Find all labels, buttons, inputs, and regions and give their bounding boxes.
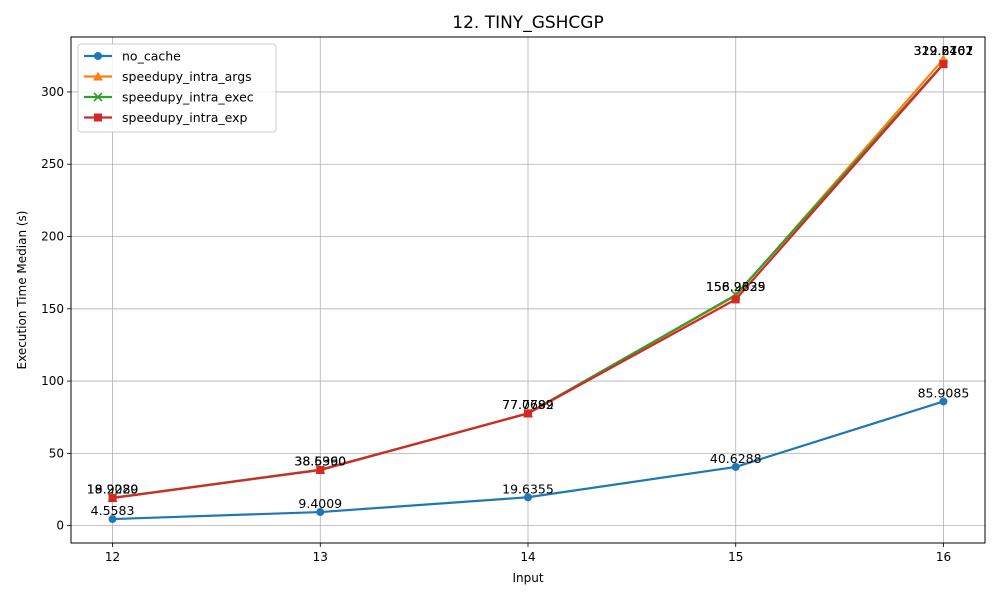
x-tick-label: 15 — [728, 550, 743, 564]
x-tick-label: 13 — [313, 550, 328, 564]
x-tick-label: 16 — [936, 550, 951, 564]
data-label: 158.9325 — [706, 279, 766, 294]
data-point — [731, 295, 740, 304]
data-label: 77.7789 — [502, 397, 554, 412]
legend-item: speedupy_intra_exec — [84, 90, 254, 105]
data-label: 19.2220 — [87, 482, 139, 497]
data-label: 38.6360 — [294, 454, 346, 469]
data-label: 85.9085 — [918, 385, 970, 400]
data-point — [316, 508, 325, 517]
data-point — [108, 515, 117, 524]
y-tick-label: 150 — [41, 302, 64, 316]
data-point — [524, 493, 532, 502]
data-point — [524, 409, 532, 418]
data-point — [316, 465, 325, 474]
y-tick-label: 0 — [56, 519, 64, 533]
marker-stroke — [93, 92, 103, 102]
legend-label: speedupy_intra_args — [122, 69, 252, 84]
data-label: 18.9089 — [87, 482, 139, 497]
data-point — [939, 60, 948, 69]
data-label: 156.2639 — [706, 279, 766, 294]
data-label: 319.8162 — [914, 43, 974, 58]
data-label: 9.4009 — [298, 496, 342, 511]
legend-item: speedupy_intra_exp — [84, 110, 247, 125]
data-labels: 4.5583 9.4009 19.6355 40.6288 85.9085 322.640… — [87, 43, 974, 518]
legend-label: speedupy_intra_exp — [122, 110, 247, 125]
chart-title: 12. TINY_GSHCGP — [452, 13, 603, 33]
data-label: 322.6407 — [914, 43, 974, 58]
y-tick-label: 200 — [41, 230, 64, 244]
legend-label: speedupy_intra_exec — [122, 90, 254, 105]
legend-item: speedupy_intra_args — [84, 69, 252, 84]
x-axis-ticks: 12 13 14 15 16 — [105, 543, 951, 564]
y-tick-label: 250 — [41, 157, 64, 171]
data-label: 40.6288 — [710, 451, 762, 466]
data-label: 77.0692 — [502, 397, 554, 412]
legend-item: no_cache — [84, 49, 181, 64]
y-axis-ticks: 0 50 100 150 200 250 300 — [41, 85, 71, 533]
legend: no_cache speedupy_intra_args speedupy_intr… — [77, 43, 277, 133]
x-tick-label: 14 — [520, 550, 535, 564]
series-speedupy_intra_exp — [108, 60, 948, 503]
series-no_cache — [108, 397, 948, 524]
legend-box — [77, 43, 277, 133]
x-tick-label: 12 — [105, 550, 120, 564]
data-point — [939, 397, 948, 406]
legend-marker — [94, 113, 102, 122]
grid — [71, 37, 985, 543]
data-point — [108, 494, 117, 503]
series-layer — [107, 54, 949, 524]
y-tick-label: 300 — [41, 85, 64, 99]
data-label: 19.6355 — [502, 481, 554, 496]
legend-marker — [94, 52, 102, 60]
y-tick-label: 50 — [49, 446, 64, 460]
x-axis-label: Input — [512, 571, 543, 585]
legend-marker — [93, 92, 103, 102]
y-tick-label: 100 — [41, 374, 64, 388]
data-label: 38.5990 — [294, 454, 346, 469]
data-point — [731, 462, 740, 471]
legend-label: no_cache — [122, 49, 181, 64]
legend-marker — [93, 71, 103, 81]
y-axis-label: Execution Time Median (s) — [15, 211, 29, 370]
data-label: 319.2701 — [914, 43, 974, 58]
data-label: 4.5583 — [91, 503, 135, 518]
